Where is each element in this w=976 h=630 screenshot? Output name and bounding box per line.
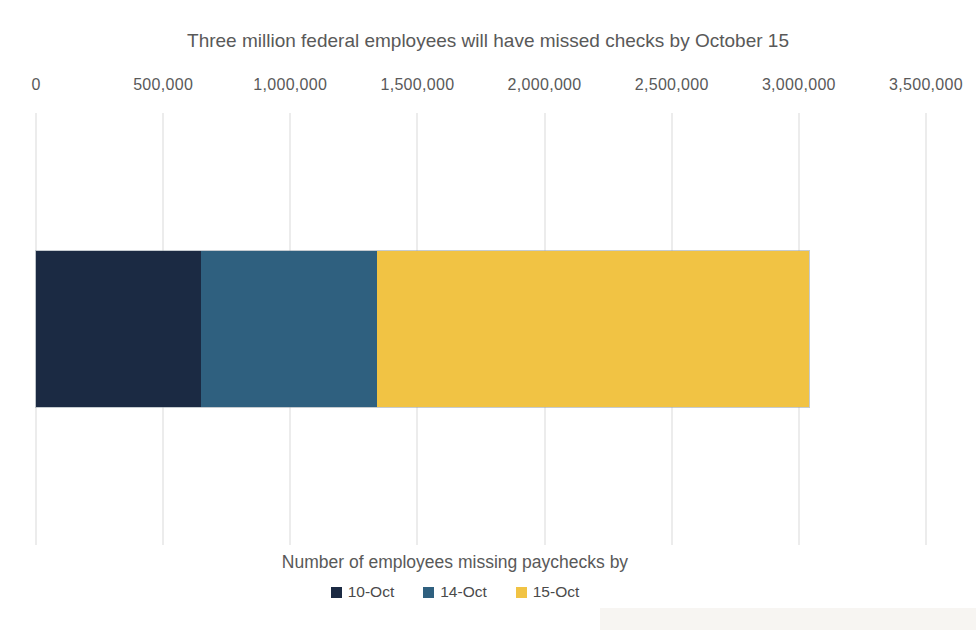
- x-axis-title: Number of employees missing paychecks by: [0, 550, 910, 574]
- legend-swatch: [331, 587, 342, 598]
- legend-item-15-oct: 15-Oct: [516, 583, 580, 601]
- x-axis-tick-label: 0: [31, 76, 40, 94]
- bar-segment-14-oct: [201, 251, 376, 407]
- x-axis-tick-label: 1,500,000: [380, 76, 454, 94]
- legend-label: 14-Oct: [440, 583, 487, 601]
- bar-segment-15-oct: [377, 251, 809, 407]
- gridline: [926, 113, 927, 545]
- legend: 10-Oct 14-Oct 15-Oct: [0, 583, 910, 601]
- x-axis-tick-label: 3,500,000: [889, 76, 963, 94]
- legend-item-14-oct: 14-Oct: [423, 583, 487, 601]
- bar-segment-10-oct: [36, 251, 201, 407]
- x-axis: 0500,0001,000,0001,500,0002,000,0002,500…: [36, 76, 926, 96]
- x-axis-tick-label: 1,000,000: [253, 76, 327, 94]
- x-axis-tick-label: 3,000,000: [762, 76, 836, 94]
- x-axis-tick-label: 2,000,000: [508, 76, 582, 94]
- legend-swatch: [516, 587, 527, 598]
- chart-footer: Number of employees missing paychecks by…: [0, 550, 910, 601]
- chart-title: Three million federal employees will hav…: [0, 29, 976, 53]
- stacked-bar: [36, 251, 809, 407]
- background-artifact: [600, 608, 976, 630]
- plot-area: [36, 113, 926, 545]
- legend-swatch: [423, 587, 434, 598]
- legend-item-10-oct: 10-Oct: [331, 583, 395, 601]
- legend-label: 10-Oct: [348, 583, 395, 601]
- x-axis-tick-label: 500,000: [133, 76, 193, 94]
- stacked-bar-chart: Three million federal employees will hav…: [0, 0, 976, 630]
- legend-label: 15-Oct: [533, 583, 580, 601]
- x-axis-tick-label: 2,500,000: [635, 76, 709, 94]
